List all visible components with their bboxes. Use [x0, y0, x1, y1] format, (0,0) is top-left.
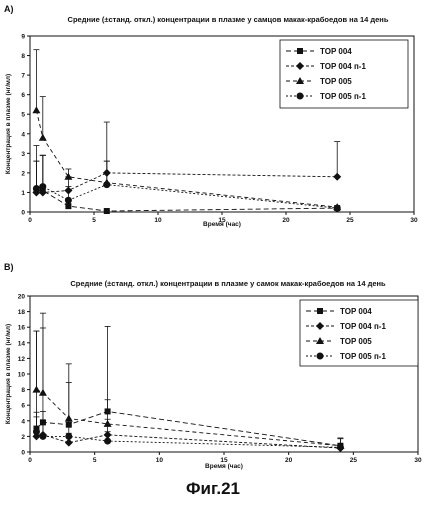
data-point	[38, 388, 47, 396]
x-tick-label: 25	[350, 457, 358, 464]
y-axis-label: Концентрация в плазме (нг/мл)	[5, 74, 12, 174]
series-line	[36, 190, 338, 212]
chart-panel-0: A) Средние (±станд. откл.) концентрации в…	[4, 4, 418, 228]
panel-label: A)	[4, 4, 14, 14]
legend: TOP 004 TOP 004 п-1 TOP 005 TOP 005 п-1	[279, 39, 409, 109]
y-tick-label: 7	[21, 73, 25, 80]
y-tick-label: 0	[21, 450, 25, 457]
legend-label: TOP 005	[320, 77, 352, 86]
legend-marker	[316, 322, 324, 330]
data-point	[103, 208, 110, 215]
series-2	[32, 327, 345, 449]
x-tick-label: 15	[220, 457, 228, 464]
series-0	[33, 312, 344, 449]
y-tick-label: 9	[21, 34, 25, 41]
x-axis-label: Время (час)	[203, 221, 241, 228]
y-axis-label: Концентрация в плазме (нг/мл)	[5, 324, 12, 424]
x-tick-label: 5	[93, 457, 97, 464]
series-1	[32, 121, 342, 197]
y-tick-label: 16	[18, 325, 26, 332]
x-tick-label: 10	[154, 217, 162, 224]
x-axis-label: Время (час)	[205, 463, 243, 470]
y-tick-label: 12	[18, 356, 26, 363]
legend-marker	[317, 308, 323, 314]
x-tick-label: 25	[346, 217, 354, 224]
data-point	[103, 419, 112, 427]
y-tick-label: 1	[21, 190, 25, 197]
x-tick-label: 15	[218, 217, 226, 224]
data-point	[333, 204, 341, 212]
data-point	[39, 432, 47, 440]
y-tick-label: 0	[21, 210, 25, 217]
data-point	[32, 106, 41, 114]
x-tick-label: 0	[28, 217, 32, 224]
y-tick-label: 8	[21, 53, 25, 60]
figure-caption: Фиг.21	[186, 479, 240, 498]
y-tick-label: 4	[21, 418, 25, 425]
legend-marker	[316, 337, 324, 344]
series-line	[36, 434, 341, 449]
panel-label: B)	[4, 262, 14, 272]
data-point	[32, 428, 40, 436]
series-3	[32, 411, 344, 451]
x-tick-label: 5	[92, 217, 96, 224]
y-tick-label: 14	[18, 340, 26, 347]
legend-marker	[296, 92, 304, 100]
data-point	[333, 172, 342, 181]
y-tick-label: 5	[21, 112, 25, 119]
y-tick-label: 8	[21, 387, 25, 394]
series-line	[36, 184, 338, 209]
chart-title: Средние (±станд. откл.) концентрации в п…	[70, 279, 386, 288]
data-point	[32, 385, 41, 393]
x-tick-label: 30	[414, 457, 422, 464]
data-point	[336, 443, 344, 451]
y-tick-label: 4	[21, 131, 25, 138]
y-tick-label: 6	[21, 92, 25, 99]
data-point	[104, 437, 112, 445]
y-tick-label: 2	[21, 170, 25, 177]
y-tick-label: 2	[21, 434, 25, 441]
x-tick-label: 20	[285, 457, 293, 464]
data-point	[64, 438, 73, 447]
series-line	[35, 110, 338, 208]
legend-label: TOP 004	[320, 47, 352, 56]
legend-label: TOP 004 п-1	[320, 62, 366, 71]
legend-label: TOP 005 п-1	[320, 92, 366, 101]
data-point	[103, 181, 111, 189]
series-3	[32, 154, 341, 212]
x-tick-label: 20	[282, 217, 290, 224]
legend-label: TOP 005 п-1	[340, 352, 386, 361]
series-line	[36, 410, 341, 447]
legend-label: TOP 004 п-1	[340, 322, 386, 331]
data-point	[64, 196, 72, 204]
legend-label: TOP 005	[340, 337, 372, 346]
chart-panel-1: B) Средние (±станд. откл.) концентрации в…	[4, 262, 422, 470]
legend-marker	[296, 62, 304, 70]
y-tick-label: 3	[21, 151, 25, 158]
y-tick-label: 6	[21, 403, 25, 410]
data-point	[32, 185, 40, 193]
x-tick-label: 10	[156, 457, 164, 464]
data-point	[39, 183, 47, 191]
data-point	[65, 432, 73, 440]
y-tick-label: 20	[18, 294, 26, 301]
y-tick-label: 18	[18, 309, 26, 316]
legend: TOP 004 TOP 004 п-1 TOP 005 TOP 005 п-1	[299, 299, 419, 367]
legend-marker	[297, 48, 303, 54]
series-line	[36, 172, 338, 193]
x-tick-label: 0	[28, 457, 32, 464]
series-line	[36, 389, 341, 447]
legend-marker	[296, 77, 304, 84]
y-tick-label: 10	[18, 372, 26, 379]
data-point	[65, 203, 72, 210]
legend-marker	[316, 352, 324, 360]
data-point	[64, 172, 73, 180]
data-point	[64, 414, 73, 422]
x-tick-label: 30	[410, 217, 418, 224]
data-point	[38, 188, 47, 197]
chart-title: Средние (±станд. откл.) концентрации в п…	[68, 15, 389, 24]
data-point	[38, 133, 47, 141]
legend-label: TOP 004	[340, 307, 372, 316]
